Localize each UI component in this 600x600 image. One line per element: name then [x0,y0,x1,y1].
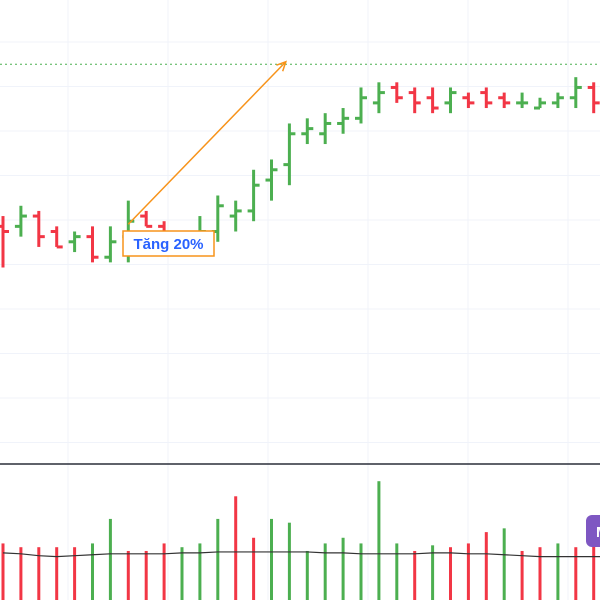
volume-bar[interactable] [91,543,94,600]
volume-bar[interactable] [287,522,291,600]
volume-series[interactable] [1,481,596,600]
ohlc-bar[interactable] [462,92,475,109]
volume-bar[interactable] [305,550,309,600]
volume-bar[interactable] [466,543,470,600]
volume-bar[interactable] [323,543,327,600]
ohlc-bar[interactable] [104,226,117,263]
ohlc-bar[interactable] [408,87,421,114]
ohlc-bar[interactable] [587,82,600,114]
ohlc-bar[interactable] [480,87,493,109]
trend-arrow [127,60,288,225]
ohlc-bar[interactable] [247,169,260,222]
ohlc-bar[interactable] [516,92,529,109]
volume-bar[interactable] [395,543,399,600]
ohlc-bar[interactable] [265,159,278,201]
ohlc-bar[interactable] [319,113,332,145]
volume-bar[interactable] [449,547,452,600]
ohlc-bar[interactable] [534,97,546,110]
ohlc-bar[interactable] [0,216,9,268]
volume-bar[interactable] [502,528,506,600]
volume-bar[interactable] [270,518,273,600]
ohlc-bar[interactable] [337,108,350,134]
volume-bar[interactable] [198,543,202,600]
ohlc-bar[interactable] [14,205,27,237]
volume-bar[interactable] [108,518,112,600]
volume-bar[interactable] [252,537,256,600]
volume-ma-line [2,551,600,558]
volume-bar[interactable] [377,481,381,600]
annotation-label: Tăng 20% [133,236,203,253]
ohlc-bar[interactable] [229,200,242,232]
ohlc-bar[interactable] [86,226,99,263]
volume-bar[interactable] [126,550,130,600]
ohlc-bar[interactable] [426,87,439,114]
ohlc-bar[interactable] [68,231,81,253]
ohlc-bar[interactable] [444,87,457,114]
ohlc-bar[interactable] [140,210,153,228]
ohlc-bar[interactable] [50,226,63,249]
volume-bar[interactable] [574,547,578,600]
volume-bar[interactable] [55,547,59,600]
volume-bar[interactable] [73,547,77,600]
volume-bar[interactable] [413,550,417,600]
volume-bar[interactable] [341,537,345,600]
volume-bar[interactable] [1,543,5,600]
annotation-box[interactable]: Tăng 20% [122,230,215,257]
ohlc-bar[interactable] [551,92,564,109]
indicator-badge[interactable]: M [586,515,600,547]
volume-bar[interactable] [216,518,220,600]
trend-arrow-head [276,60,288,72]
volume-moving-average [2,551,600,558]
ohlc-bar[interactable] [372,82,385,114]
volume-bar[interactable] [520,550,524,600]
volume-bar[interactable] [144,550,148,600]
trend-arrow-line [127,61,287,225]
volume-bar[interactable] [359,543,363,600]
ohlc-bar[interactable] [390,82,403,103]
volume-bar[interactable] [37,547,41,600]
ohlc-bar[interactable] [355,87,367,124]
volume-bar[interactable] [484,532,488,600]
volume-bar[interactable] [431,545,435,600]
volume-bar[interactable] [538,547,542,600]
volume-bar[interactable] [234,496,238,600]
ohlc-bar[interactable] [32,210,45,247]
volume-bar[interactable] [556,543,560,600]
ohlc-bar[interactable] [301,118,314,145]
ohlc-series[interactable] [0,77,600,268]
volume-bar[interactable] [19,547,23,600]
ohlc-bar[interactable] [498,92,511,109]
badge-label: M [596,524,600,541]
volume-bar[interactable] [180,547,184,600]
ohlc-bar[interactable] [569,77,582,109]
ohlc-bar[interactable] [283,123,296,186]
volume-bar[interactable] [592,543,596,600]
volume-bar[interactable] [162,543,166,600]
